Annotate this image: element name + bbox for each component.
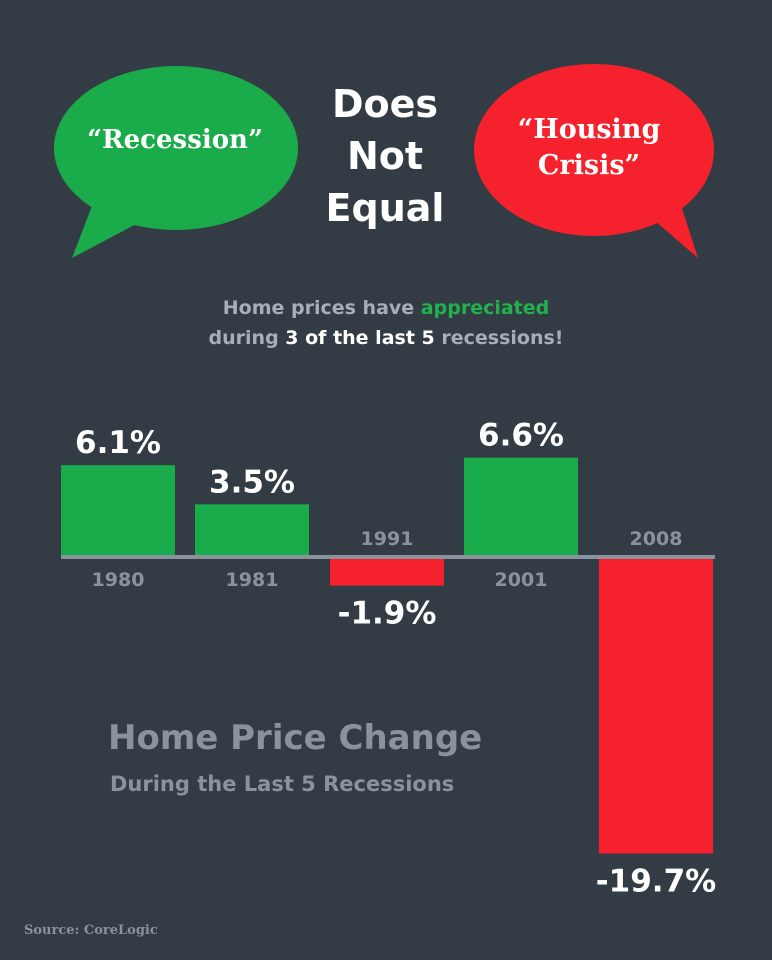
center-line-1: Does — [331, 82, 439, 126]
category-label-1980: 1980 — [92, 569, 145, 591]
center-line-3: Equal — [325, 186, 445, 230]
headline-text-a: Home prices have — [222, 297, 415, 319]
category-label-1991: 1991 — [361, 528, 414, 550]
headline-text-b: during — [208, 327, 279, 349]
does-not-equal-text: Does Not Equal — [310, 78, 460, 234]
bar-1991 — [330, 557, 444, 586]
value-label-2008: -19.7% — [596, 863, 716, 899]
headline-statement: Home prices have appreciated during 3 of… — [120, 293, 652, 353]
bar-2001 — [464, 457, 578, 557]
housing-crisis-line-2: Crisis” — [537, 150, 641, 181]
source-credit: Source: CoreLogic — [24, 923, 158, 938]
chart-title: Home Price Change — [108, 718, 483, 758]
value-label-1980: 6.1% — [75, 425, 161, 461]
center-line-2: Not — [346, 134, 424, 178]
headline-highlight-appreciated: appreciated — [420, 297, 550, 319]
recession-bubble-text: “Recession” — [87, 125, 263, 155]
headline-text-c: recessions! — [441, 327, 564, 349]
housing-crisis-line-1: “Housing — [517, 114, 661, 145]
chart-subtitle: During the Last 5 Recessions — [110, 772, 455, 796]
category-label-2001: 2001 — [495, 569, 548, 591]
headline-line-2: during 3 of the last 5 recessions! — [120, 323, 652, 353]
headline-highlight-count: 3 of the last 5 — [285, 327, 435, 349]
housing-crisis-bubble-text: “Housing Crisis” — [478, 112, 700, 184]
recession-speech-bubble — [54, 66, 298, 258]
category-label-1981: 1981 — [226, 569, 279, 591]
value-label-1981: 3.5% — [209, 464, 295, 500]
bar-1980 — [61, 465, 175, 557]
bar-chart: 1980 6.1% 1981 3.5% 1991 -1.9% 2001 6.6% 2008 -19… — [61, 418, 716, 899]
value-label-2001: 6.6% — [478, 418, 564, 454]
value-label-1991: -1.9% — [338, 596, 437, 632]
bar-1981 — [195, 504, 309, 557]
category-label-2008: 2008 — [630, 528, 683, 550]
headline-line-1: Home prices have appreciated — [120, 293, 652, 323]
bar-2008 — [599, 557, 713, 854]
housing-crisis-speech-bubble — [474, 64, 714, 258]
